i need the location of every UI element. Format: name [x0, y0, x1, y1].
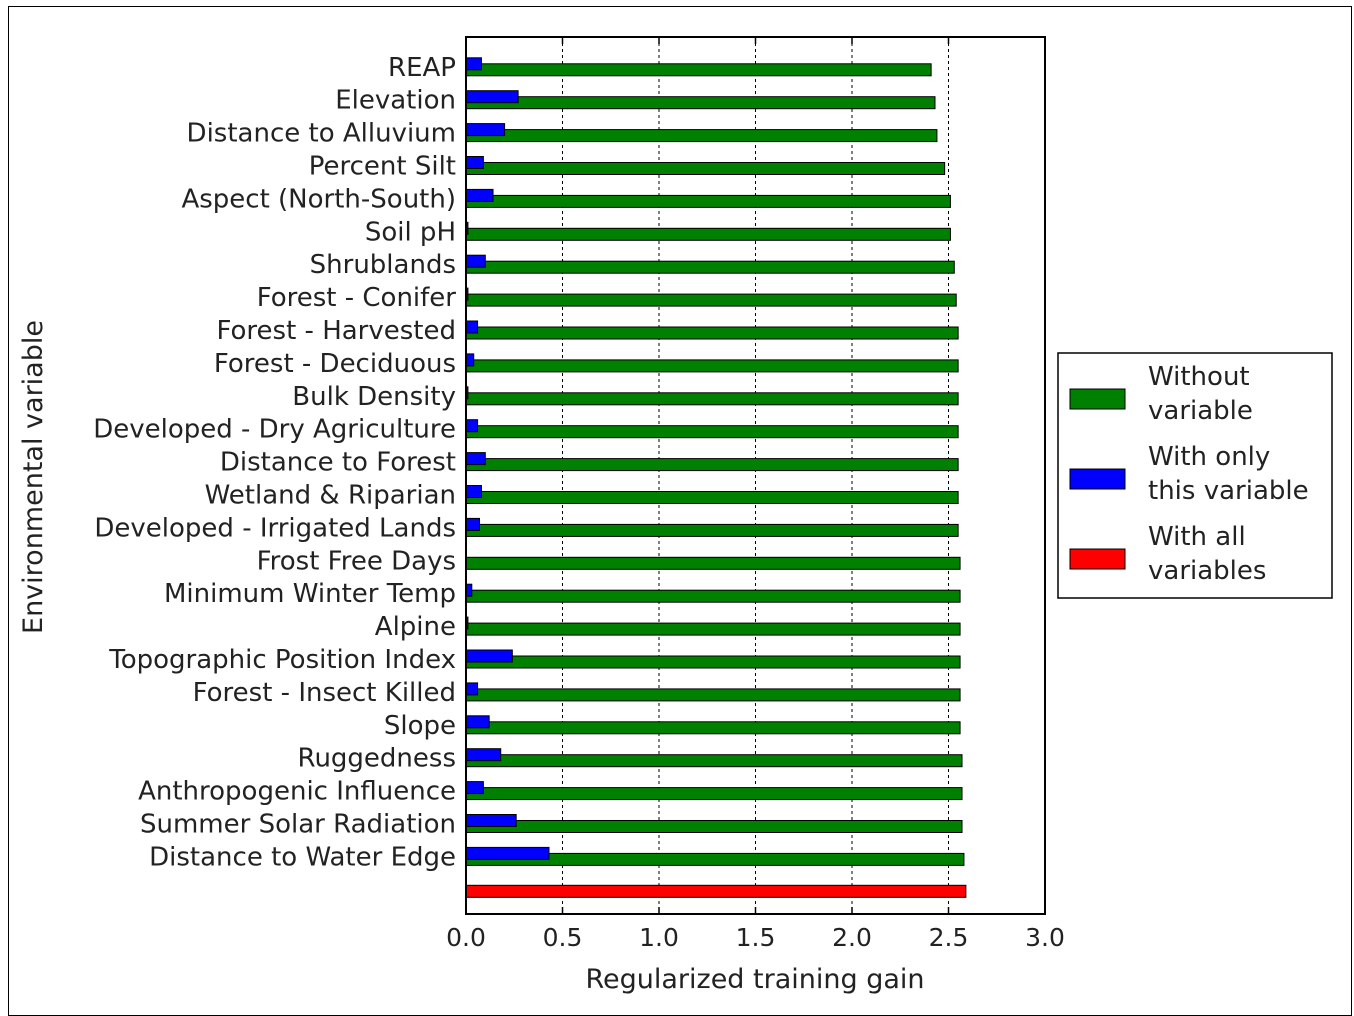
bar-with-only-variable	[465, 517, 481, 531]
bar-without-variable	[465, 129, 938, 143]
bar-without-variable	[465, 359, 959, 373]
bar-with-only-variable	[465, 123, 506, 137]
y-tick-label: Elevation	[335, 86, 456, 116]
x-tick-label: 3.0	[1025, 923, 1065, 952]
legend-label: variables	[1148, 556, 1266, 586]
bar-without-variable	[465, 820, 963, 833]
y-axis-label: Environmental variable	[18, 320, 49, 634]
bar-without-variable	[465, 293, 957, 307]
y-tick-label: Slope	[384, 711, 456, 741]
legend-label: With only	[1148, 442, 1270, 472]
y-tick-label: Ruggedness	[298, 744, 456, 774]
bar-without-variable	[465, 491, 959, 504]
bar-with-only-variable	[465, 156, 484, 169]
x-tick-label: 1.5	[736, 923, 776, 952]
bar-with-only-variable	[465, 814, 517, 827]
bar-without-variable	[465, 63, 932, 77]
bar-with-only-variable	[465, 188, 494, 202]
bar-without-variable	[465, 589, 961, 603]
bar-without-variable	[465, 688, 961, 702]
bar-with-only-variable	[465, 846, 550, 860]
y-tick-label: Forest - Insect Killed	[193, 678, 456, 708]
x-tick-label: 1.0	[639, 923, 679, 952]
y-tick-label: REAP	[388, 53, 456, 83]
bar-with-only-variable	[465, 781, 484, 795]
y-tick-label: Developed - Dry Agriculture	[93, 415, 456, 445]
y-tick-label: Forest - Deciduous	[214, 349, 456, 379]
y-tick-label: Alpine	[375, 612, 456, 642]
y-tick-label: Percent Silt	[309, 152, 456, 182]
bar-without-variable	[465, 523, 959, 537]
bar-without-variable	[465, 721, 961, 735]
bar-without-variable	[465, 556, 961, 570]
y-tick-label: Forest - Conifer	[257, 283, 457, 313]
legend-swatch	[1069, 548, 1126, 570]
x-tick-label: 0.5	[543, 923, 583, 952]
y-tick-label: Wetland & Riparian	[205, 481, 456, 511]
y-tick-label: Distance to Forest	[220, 448, 456, 478]
bar-with-only-variable	[465, 57, 482, 71]
bar-without-variable	[465, 96, 936, 110]
bar-without-variable	[465, 622, 961, 636]
bar-with-only-variable	[465, 353, 475, 367]
y-tick-label: Forest - Harvested	[217, 316, 457, 346]
y-tick-label: Aspect (North-South)	[181, 184, 456, 214]
legend-label: With all	[1148, 522, 1246, 552]
bar-with-only-variable	[465, 254, 486, 268]
y-tick-label: Topographic Position Index	[108, 645, 456, 675]
legend-swatch	[1069, 468, 1126, 490]
bar-with-only-variable	[465, 320, 479, 334]
bar-with-only-variable	[465, 682, 479, 696]
y-tick-label: Developed - Irrigated Lands	[94, 513, 456, 543]
bar-with-only-variable	[465, 649, 513, 663]
bar-without-variable	[465, 754, 963, 768]
x-tick-label: 0.0	[446, 923, 486, 952]
bar-with-only-variable	[465, 452, 486, 466]
bar-with-only-variable	[465, 90, 519, 104]
bar-without-variable	[465, 425, 959, 439]
bar-with-only-variable	[465, 748, 502, 762]
y-tick-label: Distance to Water Edge	[149, 842, 456, 872]
y-tick-label: Summer Solar Radiation	[140, 810, 456, 840]
bar-without-variable	[465, 194, 951, 208]
bar-without-variable	[465, 260, 955, 274]
bar-without-variable	[465, 162, 946, 175]
y-tick-label: Distance to Alluvium	[187, 119, 456, 149]
y-tick-label: Shrublands	[310, 250, 456, 280]
legend-label: Without	[1148, 362, 1250, 392]
bar-without-variable	[465, 655, 961, 669]
bar-without-variable	[465, 392, 959, 406]
y-tick-label: Anthropogenic Influence	[138, 777, 456, 807]
bar-with-only-variable	[465, 419, 479, 433]
bar-with-only-variable	[465, 715, 490, 729]
x-axis-label: Regularized training gain	[585, 964, 924, 995]
bar-with-all-variables	[465, 884, 967, 898]
legend-label: variable	[1148, 396, 1253, 426]
legend-label: this variable	[1148, 476, 1309, 506]
bars	[465, 57, 967, 898]
bar-without-variable	[465, 227, 951, 241]
bar-without-variable	[465, 458, 959, 472]
y-tick-label: Frost Free Days	[257, 546, 456, 576]
plot-area	[465, 36, 1046, 915]
legend: Without variable With only this variable Wit…	[1057, 352, 1333, 599]
x-tick-label: 2.0	[832, 923, 872, 952]
bar-with-only-variable	[465, 485, 482, 498]
y-tick-label: Soil pH	[365, 217, 456, 247]
bar-without-variable	[465, 787, 963, 801]
x-tick-labels: 0.0 0.5 1.0 1.5 2.0 2.5 3.0	[446, 923, 1065, 952]
x-tick-label: 2.5	[929, 923, 969, 952]
y-tick-label: Minimum Winter Temp	[164, 579, 456, 609]
y-tick-label: Bulk Density	[292, 382, 456, 412]
bar-without-variable	[465, 326, 959, 340]
legend-swatch	[1069, 388, 1126, 410]
